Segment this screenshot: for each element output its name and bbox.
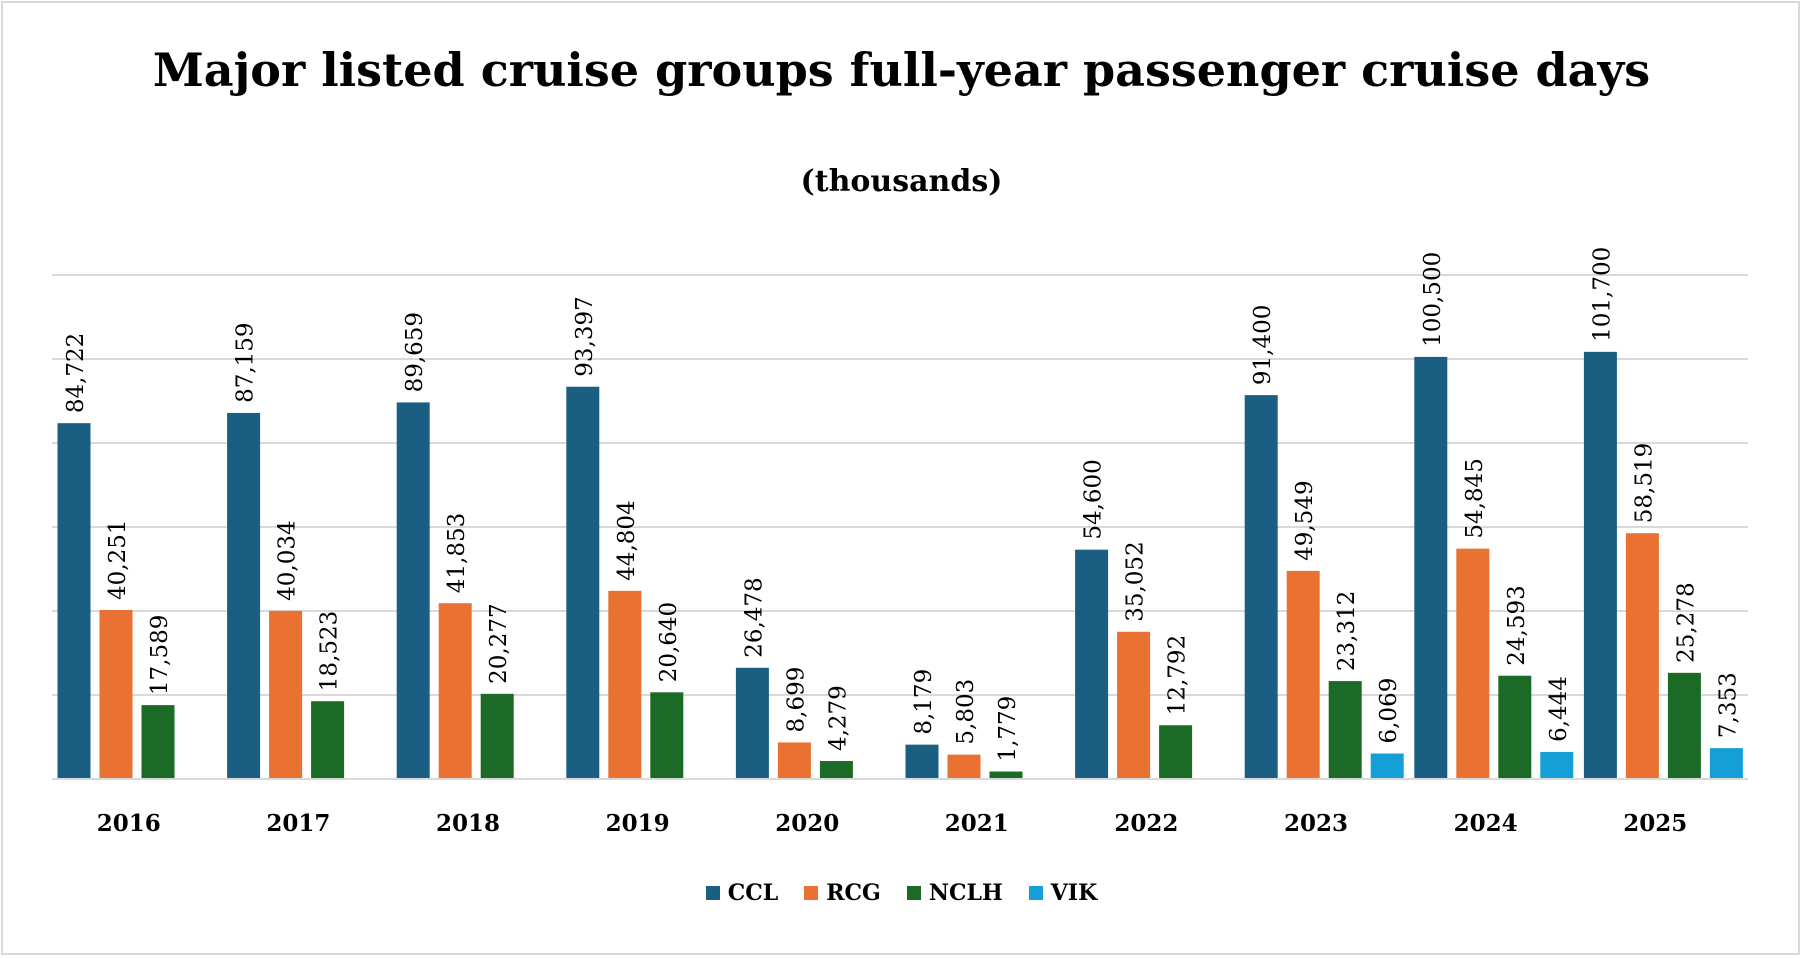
bar-nclh-2019	[650, 692, 684, 779]
data-label: 44,804	[614, 500, 640, 580]
bar-rcg-2018	[438, 603, 472, 779]
data-label: 54,600	[1081, 459, 1107, 539]
bar-ccl-2021	[905, 744, 939, 779]
legend-label: CCL	[727, 880, 779, 906]
bar-ccl-2025	[1583, 351, 1617, 779]
legend-swatch	[1028, 886, 1043, 900]
data-label: 25,278	[1673, 582, 1699, 662]
data-label: 20,277	[486, 603, 512, 683]
legend-item-vik: VIK	[1028, 880, 1098, 906]
bar-ccl-2018	[396, 402, 430, 779]
bar-vik-2024	[1540, 751, 1574, 779]
legend-swatch	[804, 886, 819, 900]
data-label: 40,251	[105, 519, 131, 599]
data-label: 84,722	[63, 333, 89, 413]
legend-label: RCG	[826, 880, 881, 906]
legend-item-rcg: RCG	[804, 880, 881, 906]
bar-rcg-2021	[947, 754, 981, 779]
bar-nclh-2017	[311, 701, 345, 779]
bar-rcg-2020	[777, 742, 811, 779]
bar-vik-2023	[1370, 753, 1404, 779]
bar-ccl-2017	[227, 412, 261, 779]
bar-ccl-2019	[566, 386, 600, 779]
legend-item-nclh: NCLH	[906, 880, 1003, 906]
bar-nclh-2025	[1667, 672, 1701, 779]
x-tick-label: 2020	[775, 810, 839, 837]
data-label: 24,593	[1504, 585, 1530, 665]
legend-label: VIK	[1050, 880, 1098, 906]
legend-swatch	[906, 886, 921, 900]
bar-rcg-2017	[269, 610, 303, 779]
x-tick-label: 2019	[606, 810, 670, 837]
legend: CCL RCG NCLH VIK	[0, 880, 1803, 906]
bar-rcg-2025	[1625, 533, 1659, 779]
bar-ccl-2024	[1414, 356, 1448, 779]
bar-vik-2025	[1709, 748, 1743, 779]
data-label: 40,034	[275, 520, 301, 600]
data-label: 20,640	[656, 602, 682, 682]
legend-swatch	[705, 886, 720, 900]
data-label: 93,397	[572, 296, 598, 376]
data-label: 87,159	[233, 322, 259, 402]
data-label: 23,312	[1334, 591, 1360, 671]
bar-rcg-2016	[99, 609, 133, 779]
data-label: 101,700	[1589, 247, 1615, 342]
bar-ccl-2023	[1244, 395, 1278, 779]
data-label: 6,444	[1546, 676, 1572, 742]
chart-subtitle: (thousands)	[800, 164, 1003, 199]
x-tick-label: 2018	[436, 810, 500, 837]
data-label: 35,052	[1123, 541, 1149, 621]
bar-nclh-2016	[141, 705, 175, 779]
x-tick-label: 2023	[1284, 810, 1348, 837]
bar-rcg-2022	[1117, 631, 1151, 779]
bar-rcg-2019	[608, 590, 642, 779]
data-label: 5,803	[953, 679, 979, 745]
bar-nclh-2022	[1159, 725, 1193, 779]
x-tick-label: 2016	[97, 810, 161, 837]
data-label: 17,589	[147, 615, 173, 695]
bar-nclh-2024	[1498, 675, 1532, 779]
data-label: 18,523	[317, 611, 343, 691]
chart-title: Major listed cruise groups full-year pas…	[152, 43, 1651, 97]
legend-label: NCLH	[928, 880, 1003, 906]
data-label: 26,478	[741, 577, 767, 657]
data-label: 6,069	[1376, 678, 1402, 744]
bar-ccl-2020	[735, 667, 769, 779]
data-label: 4,279	[825, 685, 851, 751]
x-tick-label: 2025	[1623, 810, 1687, 837]
bar-rcg-2024	[1456, 548, 1490, 779]
x-tick-label: 2017	[266, 810, 330, 837]
x-tick-label: 2024	[1454, 810, 1518, 837]
data-label: 91,400	[1250, 305, 1276, 385]
data-label: 41,853	[444, 513, 470, 593]
x-tick-label: 2021	[945, 810, 1009, 837]
bar-nclh-2023	[1328, 681, 1362, 779]
data-label: 58,519	[1631, 443, 1657, 523]
data-label: 100,500	[1420, 252, 1446, 347]
data-label: 12,792	[1165, 635, 1191, 715]
data-label: 8,699	[783, 667, 809, 733]
data-label: 54,845	[1462, 458, 1488, 538]
bar-rcg-2023	[1286, 570, 1320, 779]
legend-item-ccl: CCL	[705, 880, 779, 906]
bar-ccl-2022	[1075, 549, 1109, 779]
bar-ccl-2016	[57, 423, 91, 779]
data-label: 49,549	[1292, 480, 1318, 560]
bar-nclh-2021	[989, 771, 1023, 779]
data-label: 8,179	[911, 669, 937, 735]
data-label: 89,659	[402, 312, 428, 392]
data-label: 1,779	[995, 696, 1021, 762]
bar-nclh-2020	[819, 761, 853, 779]
bar-nclh-2018	[480, 693, 514, 779]
x-tick-label: 2022	[1114, 810, 1178, 837]
data-label: 7,353	[1715, 672, 1741, 738]
